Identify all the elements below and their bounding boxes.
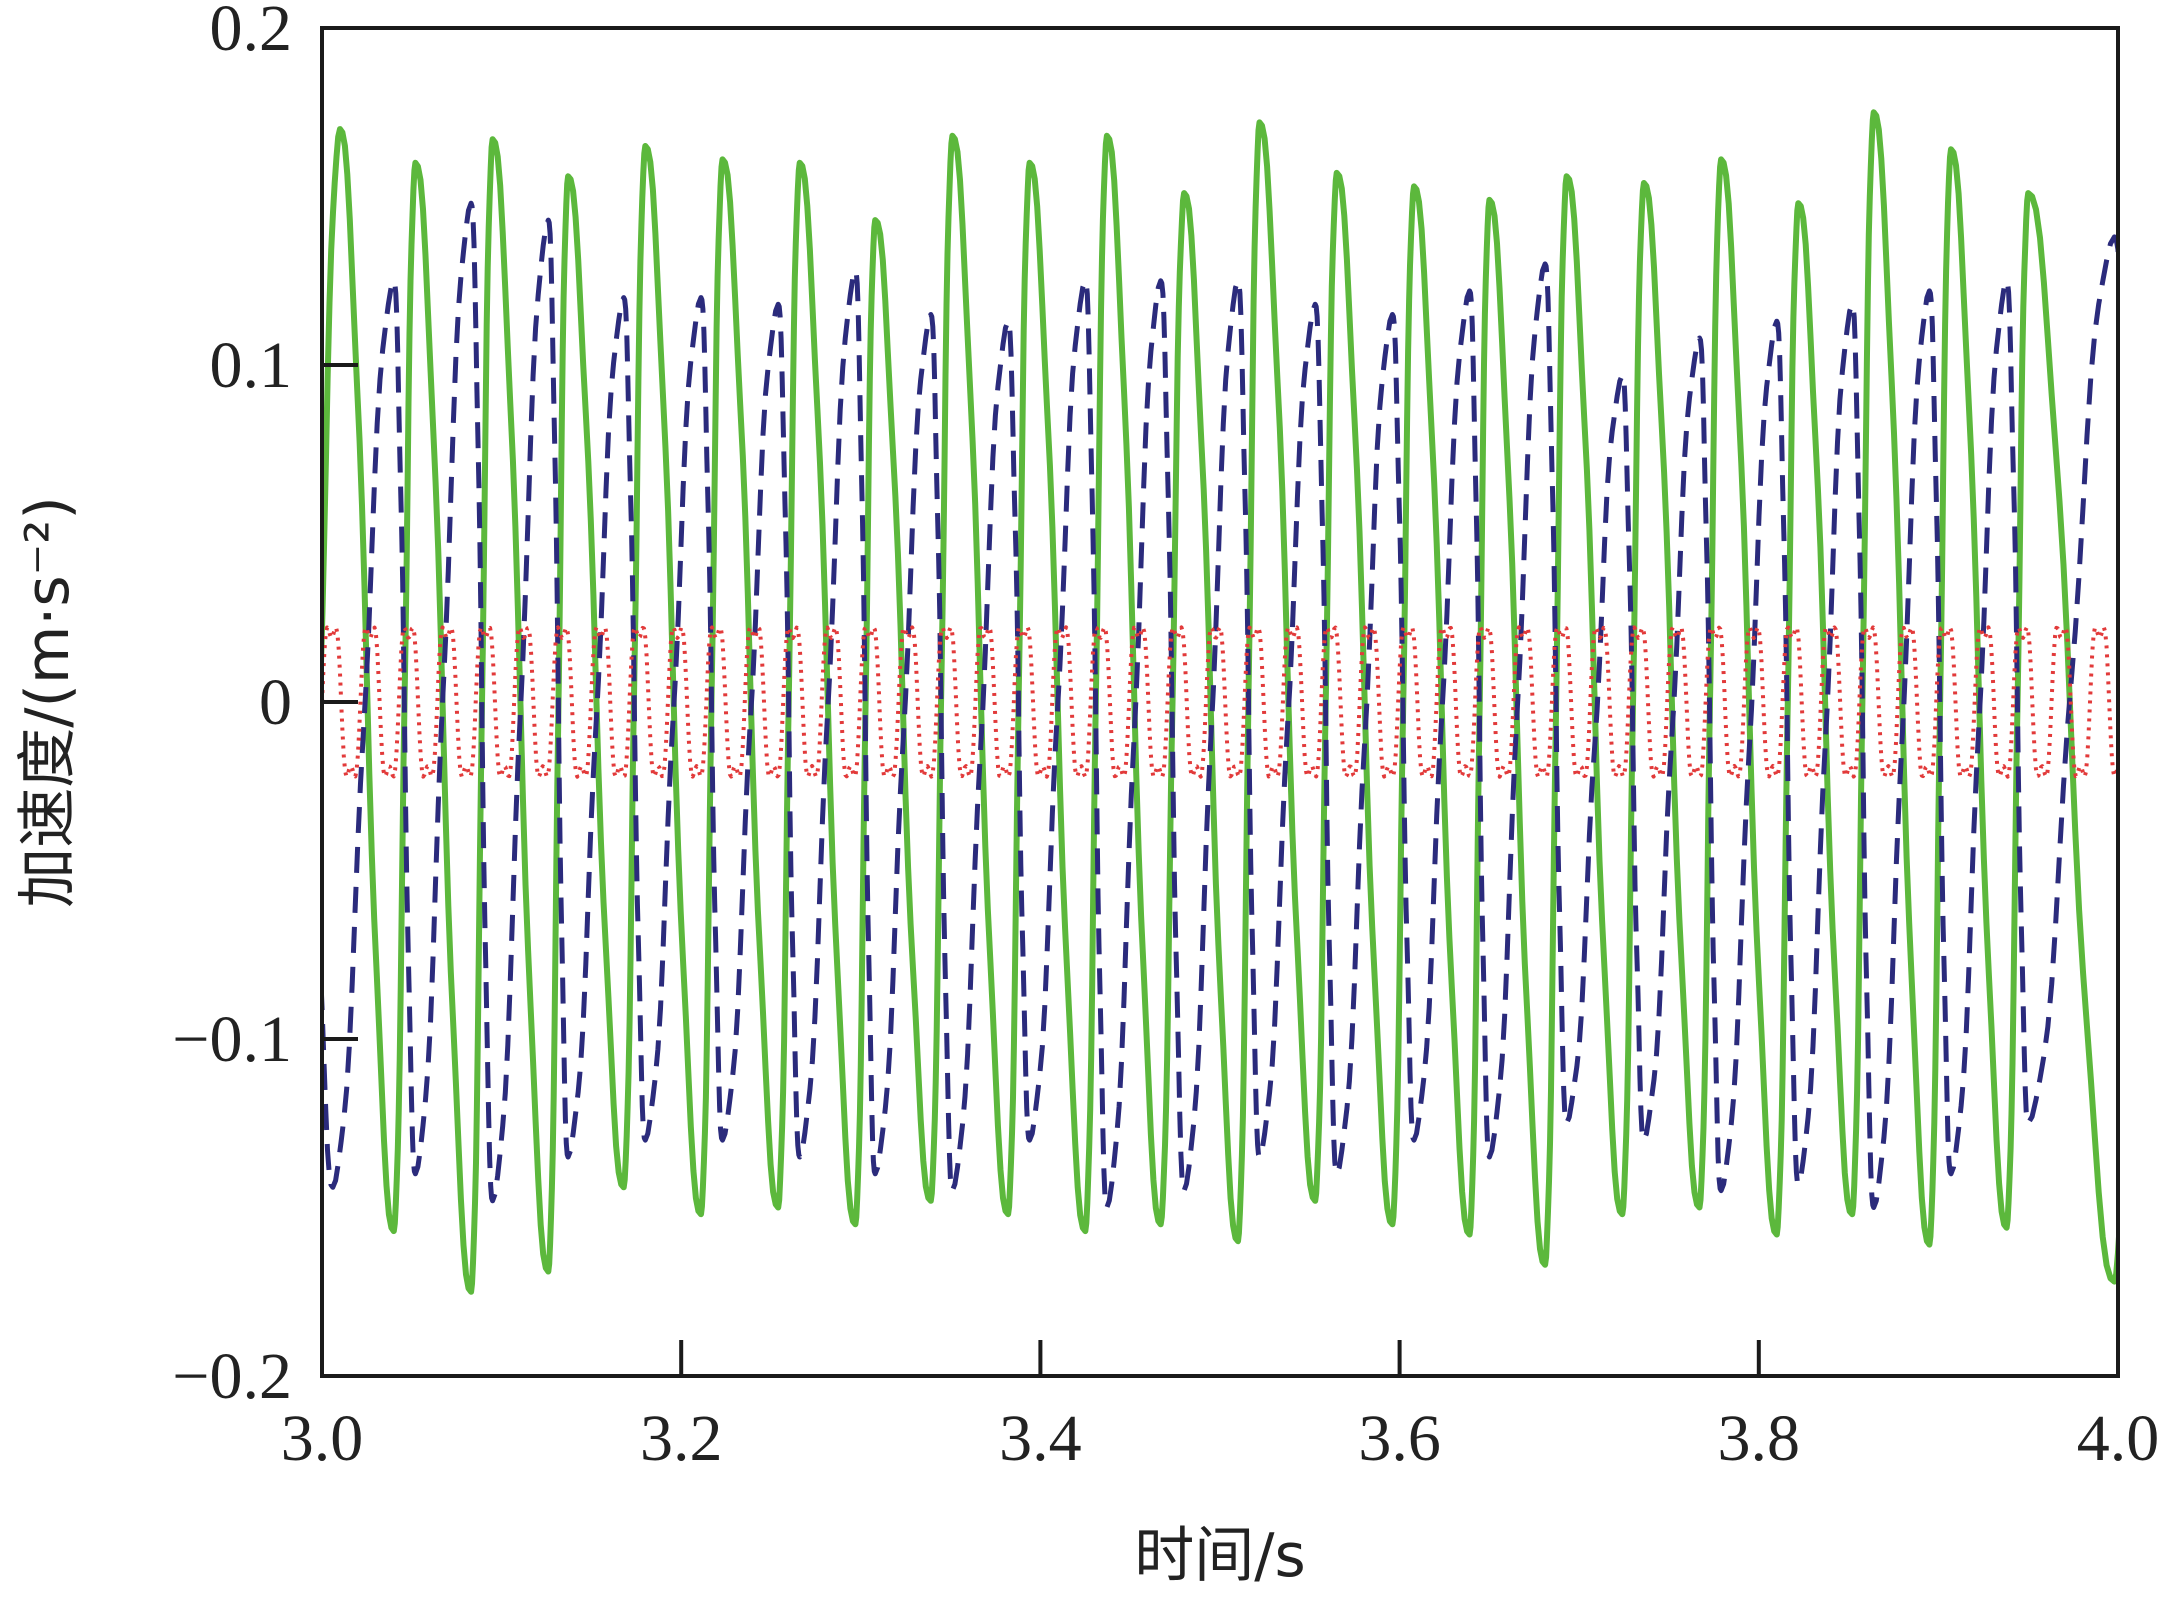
x-tick-label: 4.0: [2077, 1402, 2160, 1475]
y-tick-label: −0.2: [172, 1340, 292, 1413]
series-line-solid: [322, 109, 2118, 1295]
x-tick-label: 3.0: [281, 1402, 364, 1475]
series-line-dashed: [322, 200, 2118, 1210]
y-tick-label: 0.2: [210, 0, 293, 65]
series-layer: [322, 109, 2118, 1295]
x-tick-label: 3.8: [1718, 1402, 1801, 1475]
x-tick-label: 3.4: [999, 1402, 1082, 1475]
x-tick-label: 3.2: [640, 1402, 723, 1475]
series-line-dotted: [322, 625, 2118, 779]
y-tick-label: −0.1: [172, 1003, 292, 1076]
tick-layer: 3.0 3.2 3.4 3.6 3.8 4.0 0.2 0.1 0 −0.1 −0.2: [172, 0, 2159, 1475]
y-tick-label: 0.1: [210, 329, 293, 402]
x-axis-title: 时间/s: [1134, 1521, 1305, 1591]
y-axis-title: 加速度/(m·s⁻²): [13, 496, 83, 908]
x-tick-label: 3.6: [1358, 1402, 1441, 1475]
y-tick-label: 0: [259, 666, 292, 739]
